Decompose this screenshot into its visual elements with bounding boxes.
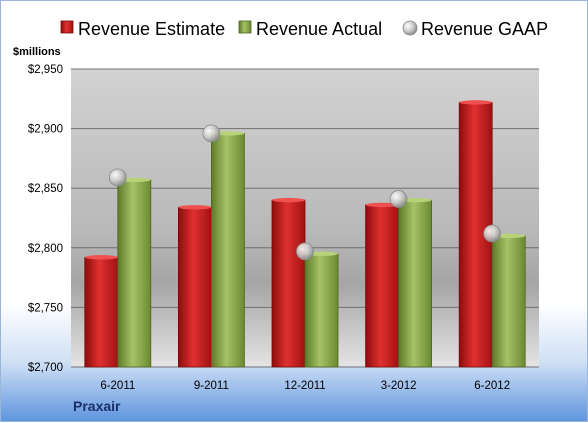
bars bbox=[84, 100, 526, 368]
unit-label: $millions bbox=[13, 46, 61, 58]
y-tick-label: $2,750 bbox=[28, 302, 63, 314]
bar-revenue-estimate bbox=[271, 199, 306, 368]
markers bbox=[108, 124, 502, 261]
bar-revenue-actual bbox=[398, 199, 433, 368]
x-tick-label: 6-2011 bbox=[100, 380, 135, 392]
bar-top-revenue-estimate bbox=[459, 100, 493, 105]
x-tick-label: 3-2012 bbox=[381, 380, 417, 392]
legend-revenue-actual-swatch bbox=[238, 20, 252, 34]
legend-revenue-gaap-label: Revenue GAAP bbox=[421, 19, 548, 39]
marker-revenue-gaap bbox=[483, 224, 502, 243]
y-axis-ticks: $2,700 $2,750 $2,800 $2,850 $2,900 $2,950 bbox=[28, 64, 63, 374]
x-tick-label: 9-2011 bbox=[194, 380, 229, 392]
bar-top-revenue-estimate bbox=[365, 202, 399, 208]
bar-top-revenue-estimate bbox=[178, 205, 212, 210]
y-tick-label: $2,800 bbox=[28, 243, 63, 255]
x-tick-label: 12-2011 bbox=[284, 380, 325, 392]
y-tick-label: $2,950 bbox=[28, 64, 63, 76]
bar-revenue-estimate bbox=[84, 256, 119, 368]
legend-revenue-estimate-label: Revenue Estimate bbox=[78, 19, 225, 39]
bar-revenue-actual bbox=[210, 132, 245, 368]
marker-revenue-gaap bbox=[202, 124, 221, 143]
y-tick-label: $2,900 bbox=[28, 124, 63, 136]
y-tick-label: $2,850 bbox=[28, 183, 63, 195]
company-label: Praxair bbox=[73, 398, 121, 414]
x-axis-ticks: 6-2011 9-2011 12-2011 3-2012 6-2012 bbox=[100, 380, 510, 392]
legend-revenue-estimate-swatch bbox=[60, 20, 74, 34]
legend-revenue-gaap-swatch bbox=[402, 20, 418, 36]
bar-top-revenue-estimate bbox=[84, 255, 118, 260]
x-tick-label: 6-2012 bbox=[474, 380, 510, 392]
marker-revenue-gaap bbox=[108, 168, 127, 187]
marker-revenue-gaap bbox=[296, 242, 314, 261]
marker-revenue-gaap bbox=[389, 190, 408, 208]
y-tick-label: $2,700 bbox=[28, 362, 63, 374]
bar-top-revenue-estimate bbox=[272, 197, 305, 203]
bar-revenue-actual bbox=[491, 235, 526, 368]
legend: Revenue Estimate Revenue Actual Revenue GA… bbox=[60, 19, 548, 39]
legend-revenue-actual-label: Revenue Actual bbox=[256, 19, 382, 39]
bar-revenue-actual bbox=[117, 179, 152, 368]
bar-revenue-estimate bbox=[365, 204, 400, 368]
bar-revenue-estimate bbox=[177, 206, 212, 368]
bar-revenue-actual bbox=[304, 253, 339, 368]
